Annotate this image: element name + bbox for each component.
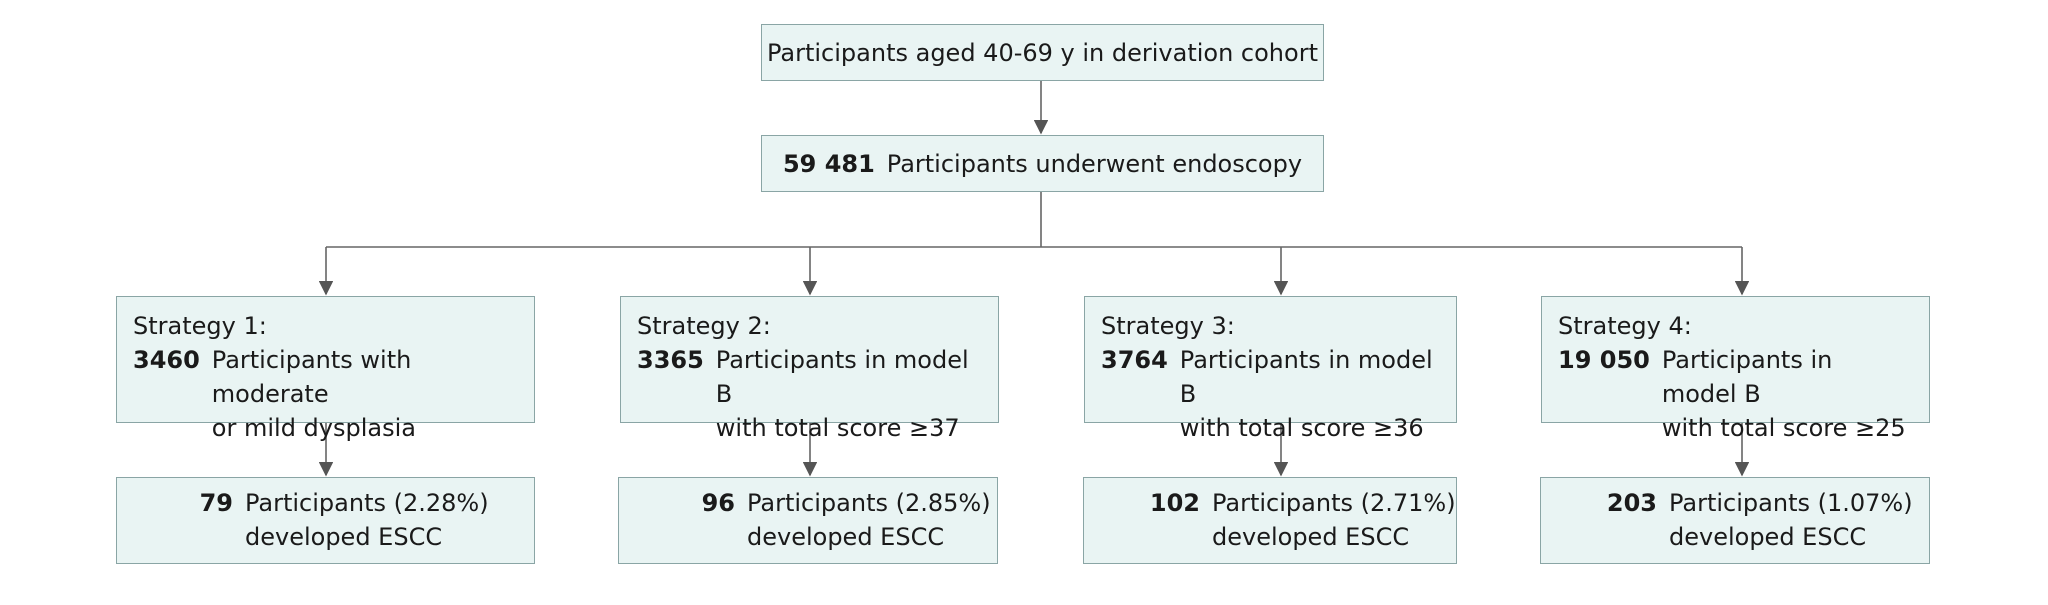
outcome-detail: 102 Participants (2.71%) developed ESCC — [1140, 486, 1456, 554]
endoscopy-box: 59 481 Participants underwent endoscopy — [761, 135, 1324, 192]
strategy-detail: 3365 Participants in model B with total sc… — [637, 343, 982, 445]
outcome-detail: 79 Participants (2.28%) developed ESCC — [173, 486, 534, 554]
strategy-text: Participants in model B — [715, 346, 969, 408]
strategy-text: with total score ≥36 — [1179, 414, 1424, 442]
strategy-count: 19 050 — [1558, 346, 1650, 374]
top-box: Participants aged 40-69 y in derivation … — [761, 24, 1324, 81]
outcome-text: Participants (2.85%) — [747, 489, 991, 517]
outcome-count: 102 — [1149, 489, 1200, 517]
strategy-text: with total score ≥37 — [715, 414, 960, 442]
spacer — [1558, 411, 1650, 445]
strategy-box: Strategy 1: 3460 Participants with moderat… — [116, 296, 535, 442]
strategy-box: Strategy 3: 3764 Participants in model B wi… — [1084, 296, 1457, 442]
outcome-text: Participants (2.28%) — [245, 489, 489, 517]
strategy-box: Strategy 4: 19 050 Participants in model B… — [1541, 296, 1930, 442]
arrows — [318, 81, 1750, 477]
strategy-count: 3460 — [133, 346, 200, 374]
top-text: Participants aged 40-69 y in derivation … — [767, 38, 1318, 67]
strategy-label: Strategy 3: — [1101, 312, 1235, 340]
outcome-detail: 203 Participants (1.07%) developed ESCC — [1597, 486, 1929, 554]
outcome-count: 79 — [199, 489, 233, 517]
spacer — [1101, 411, 1168, 445]
outcome-box: 96 Participants (2.85%) developed ESCC — [618, 477, 998, 564]
strategy-label: Strategy 1: — [133, 312, 267, 340]
strategy-text: with total score ≥25 — [1661, 414, 1906, 442]
spacer — [1140, 520, 1200, 554]
strategy-text: or mild dysplasia — [211, 414, 416, 442]
strategy-text: Participants with moderate — [211, 346, 412, 408]
outcome-text: developed ESCC — [747, 523, 945, 551]
strategy-box: Strategy 2: 3365 Participants in model B wi… — [620, 296, 999, 442]
outcome-count: 96 — [701, 489, 735, 517]
spacer — [133, 411, 200, 445]
strategy-text: Participants in model B — [1179, 346, 1433, 408]
strategy-detail: 3460 Participants with moderate or mild dy… — [133, 343, 518, 445]
outcome-box: 79 Participants (2.28%) developed ESCC — [116, 477, 535, 564]
spacer — [173, 520, 233, 554]
endoscopy-text: Participants underwent endoscopy — [886, 149, 1303, 178]
outcome-text: Participants (2.71%) — [1212, 489, 1456, 517]
outcome-detail: 96 Participants (2.85%) developed ESCC — [675, 486, 997, 554]
spacer — [675, 520, 735, 554]
strategy-count: 3764 — [1101, 346, 1168, 374]
strategy-label: Strategy 2: — [637, 312, 771, 340]
strategy-text: Participants in model B — [1661, 346, 1833, 408]
outcome-count: 203 — [1606, 489, 1657, 517]
spacer — [1597, 520, 1657, 554]
strategy-count: 3365 — [637, 346, 704, 374]
strategy-detail: 3764 Participants in model B with total sc… — [1101, 343, 1440, 445]
endoscopy-count: 59 481 — [782, 149, 875, 178]
spacer — [637, 411, 704, 445]
outcome-text: developed ESCC — [1669, 523, 1867, 551]
outcome-text: Participants (1.07%) — [1669, 489, 1913, 517]
strategy-label: Strategy 4: — [1558, 312, 1692, 340]
outcome-box: 102 Participants (2.71%) developed ESCC — [1083, 477, 1457, 564]
outcome-box: 203 Participants (1.07%) developed ESCC — [1540, 477, 1930, 564]
strategy-detail: 19 050 Participants in model B with total … — [1558, 343, 1913, 445]
outcome-text: developed ESCC — [1212, 523, 1410, 551]
outcome-text: developed ESCC — [245, 523, 443, 551]
